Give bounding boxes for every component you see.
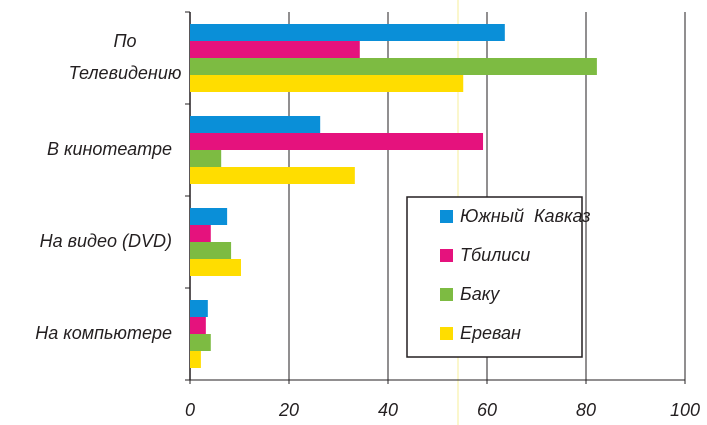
legend-label: Южный Кавказ xyxy=(460,206,590,226)
legend-label: Ереван xyxy=(460,323,521,343)
legend-swatch xyxy=(440,210,453,223)
y-tick-label: На видео (DVD) xyxy=(40,231,172,251)
x-tick-label: 80 xyxy=(576,400,596,420)
legend-swatch xyxy=(440,249,453,262)
bar xyxy=(190,351,201,368)
bar xyxy=(190,150,222,167)
y-tick-label: Телевидению xyxy=(69,63,182,83)
bar xyxy=(190,75,464,92)
bar xyxy=(190,317,206,334)
bar xyxy=(190,116,321,133)
legend-label: Баку xyxy=(460,284,500,304)
bar xyxy=(190,242,232,259)
bar xyxy=(190,41,360,58)
legend-label: Тбилиси xyxy=(460,245,530,265)
bar xyxy=(190,167,355,184)
bar xyxy=(190,334,211,351)
y-tick-label: По xyxy=(113,31,136,51)
x-tick-label: 100 xyxy=(670,400,700,420)
bar xyxy=(190,259,241,276)
legend-box xyxy=(406,196,583,358)
bar xyxy=(190,208,228,225)
x-tick-label: 20 xyxy=(278,400,299,420)
bar xyxy=(190,300,208,317)
bar xyxy=(190,58,597,75)
x-tick-label: 0 xyxy=(185,400,195,420)
y-tick-label: В кинотеатре xyxy=(47,139,172,159)
bar xyxy=(190,24,505,41)
x-tick-label: 60 xyxy=(477,400,497,420)
y-tick-label: На компьютере xyxy=(35,323,172,343)
legend-swatch xyxy=(440,288,453,301)
bar xyxy=(190,225,211,242)
legend-swatch xyxy=(440,327,453,340)
x-tick-label: 40 xyxy=(378,400,398,420)
bar xyxy=(190,133,484,150)
